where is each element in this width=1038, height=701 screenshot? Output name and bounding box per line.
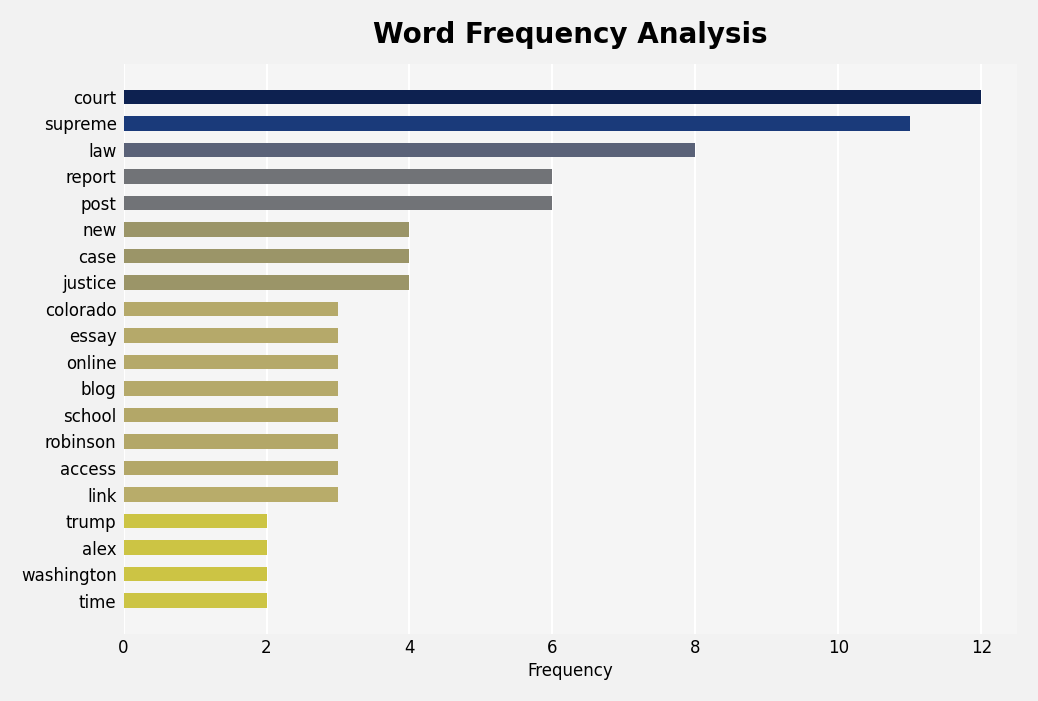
Bar xyxy=(124,301,338,316)
Bar xyxy=(124,169,552,184)
Bar xyxy=(124,593,267,608)
Bar xyxy=(124,434,338,449)
Bar xyxy=(124,222,410,237)
Bar xyxy=(124,355,338,369)
Bar xyxy=(124,487,338,502)
Title: Word Frequency Analysis: Word Frequency Analysis xyxy=(373,21,768,49)
Bar xyxy=(124,142,695,157)
Bar xyxy=(124,540,267,554)
Bar xyxy=(124,275,410,290)
Bar xyxy=(124,514,267,529)
Bar xyxy=(124,328,338,343)
Bar xyxy=(124,90,981,104)
Bar xyxy=(124,116,910,130)
Bar xyxy=(124,566,267,581)
Bar xyxy=(124,381,338,396)
X-axis label: Frequency: Frequency xyxy=(527,662,613,680)
Bar xyxy=(124,196,552,210)
Bar xyxy=(124,461,338,475)
Bar xyxy=(124,408,338,422)
Bar xyxy=(124,249,410,263)
